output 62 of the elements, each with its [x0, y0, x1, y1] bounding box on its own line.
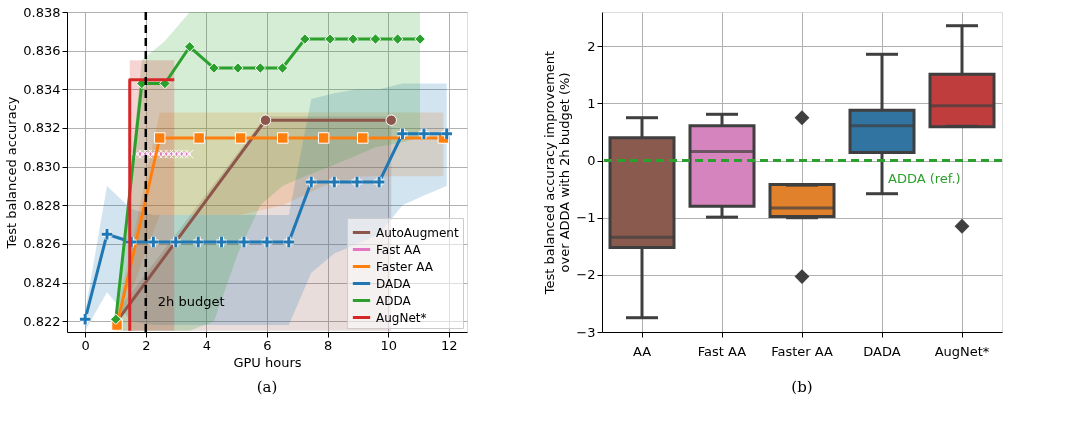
x-tick-label: 8 [323, 337, 333, 353]
y-tick-label: 1 [587, 95, 596, 111]
x-tick-label: 2 [142, 337, 151, 353]
y-tick-label: 0 [587, 153, 596, 169]
y-axis-title: Test balanced accuracy improvement over ADDA with 2h budget (%) [542, 50, 573, 296]
point [357, 132, 369, 144]
point [369, 33, 382, 45]
x-tick-label: DADA [863, 343, 901, 359]
point [234, 132, 247, 144]
y-axis-title: Test balanced accuracy [4, 96, 20, 250]
legend-label: DADA [376, 276, 412, 291]
point [138, 149, 148, 159]
point [183, 41, 196, 53]
y-tick-label: −2 [576, 267, 596, 283]
legend-label: Faster AA [376, 259, 434, 274]
y-tick-label: 0.828 [23, 197, 61, 213]
point [324, 33, 336, 45]
point [232, 62, 244, 74]
point [184, 149, 194, 159]
x-tick-label: Fast AA [697, 343, 747, 359]
point [193, 132, 205, 144]
x-tick-label: Faster AA [771, 343, 833, 359]
point [164, 149, 174, 159]
legend-label: Fast AA [376, 242, 422, 257]
y-tick-label: −1 [576, 210, 596, 226]
point [347, 33, 359, 45]
point [254, 62, 267, 74]
legend-label: AutoAugment [376, 225, 459, 240]
point [299, 33, 311, 45]
y-tick-label: 0.836 [23, 43, 61, 59]
point [317, 132, 330, 144]
x-tick-label: 4 [202, 337, 212, 353]
x-tick-label: 0 [81, 337, 90, 353]
y-tick-label: 0.824 [23, 275, 61, 291]
y-tick-label: 0.822 [23, 313, 61, 329]
legend-label: AugNet* [376, 310, 427, 325]
legend-label: ADDA [376, 293, 412, 308]
x-tick-label: 6 [263, 337, 272, 353]
y-tick-label: 2 [587, 38, 596, 54]
y-tick-label: 0.834 [23, 81, 61, 97]
text: (b) [791, 378, 813, 396]
y-tick-label: 0.826 [23, 236, 61, 252]
x-tick-label: 10 [380, 337, 397, 353]
x-axis-title: GPU hours [233, 354, 302, 370]
point [391, 33, 404, 45]
point [153, 132, 166, 144]
point [414, 33, 426, 45]
y-tick-label: 0.830 [23, 159, 61, 175]
x-tick-label: AA [632, 343, 652, 359]
point [259, 114, 272, 126]
point [208, 62, 220, 74]
y-tick-label: 0.832 [23, 120, 61, 136]
point [277, 132, 289, 144]
x-tick-label: AugNet* [934, 343, 990, 359]
ref-line-label: 2h budget [157, 294, 225, 309]
point [385, 114, 397, 126]
x-tick-label: 12 [441, 337, 458, 353]
point [276, 62, 289, 74]
y-tick-label: 0.838 [23, 4, 61, 20]
text: (a) [256, 378, 278, 396]
ref-line-label: ADDA (ref.) [888, 170, 961, 186]
y-tick-label: −3 [576, 324, 596, 340]
